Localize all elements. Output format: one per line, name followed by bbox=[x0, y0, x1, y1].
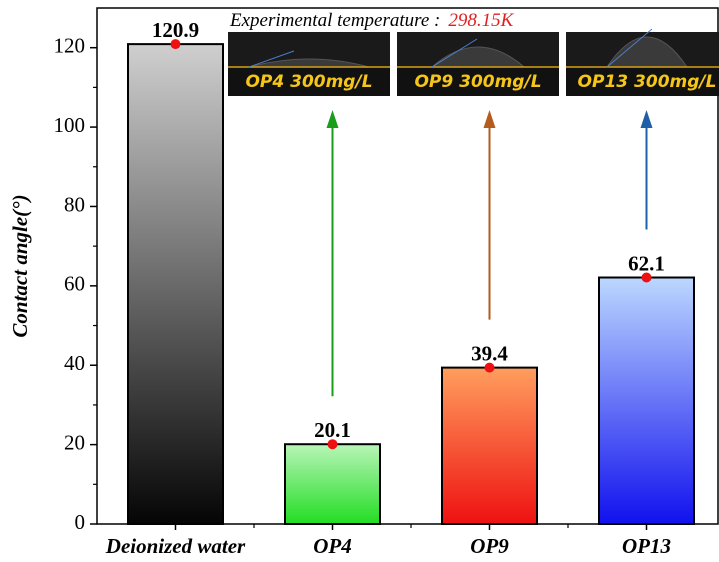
annotation-value: 298.15K bbox=[448, 10, 514, 31]
y-tick-label: 100 bbox=[54, 113, 86, 137]
y-tick-label: 0 bbox=[75, 510, 86, 534]
value-label: 20.1 bbox=[314, 418, 351, 442]
arrow-head bbox=[484, 110, 496, 128]
arrow-head bbox=[327, 110, 339, 128]
x-tick-label: OP4 bbox=[313, 534, 352, 558]
y-tick-label: 40 bbox=[64, 351, 85, 375]
y-axis-label: Contact angle(°) bbox=[8, 194, 32, 337]
bar bbox=[128, 44, 223, 524]
inset-label: OP9 300mg/L bbox=[414, 72, 541, 92]
y-tick-label: 20 bbox=[64, 430, 85, 454]
bar bbox=[599, 278, 694, 524]
y-tick-label: 60 bbox=[64, 272, 85, 296]
bar bbox=[442, 368, 537, 524]
annotation-text: Experimental temperature : bbox=[229, 10, 440, 31]
bar bbox=[285, 444, 380, 524]
value-label: 120.9 bbox=[152, 18, 199, 42]
x-tick-label: OP9 bbox=[470, 534, 509, 558]
value-label: 62.1 bbox=[628, 251, 665, 275]
x-tick-label: OP13 bbox=[622, 534, 671, 558]
annotation: Experimental temperature : 298.15K bbox=[229, 10, 515, 31]
inset-label: OP13 300mg/L bbox=[578, 72, 717, 92]
y-tick-label: 80 bbox=[64, 192, 85, 216]
x-tick-label: Deionized water bbox=[105, 534, 246, 558]
value-label: 39.4 bbox=[471, 341, 508, 365]
y-tick-label: 120 bbox=[54, 34, 86, 58]
inset-label: OP4 300mg/L bbox=[245, 72, 372, 92]
chart: Contact angle(°) Experimental temperatur… bbox=[0, 0, 719, 562]
arrow-head bbox=[641, 110, 653, 128]
